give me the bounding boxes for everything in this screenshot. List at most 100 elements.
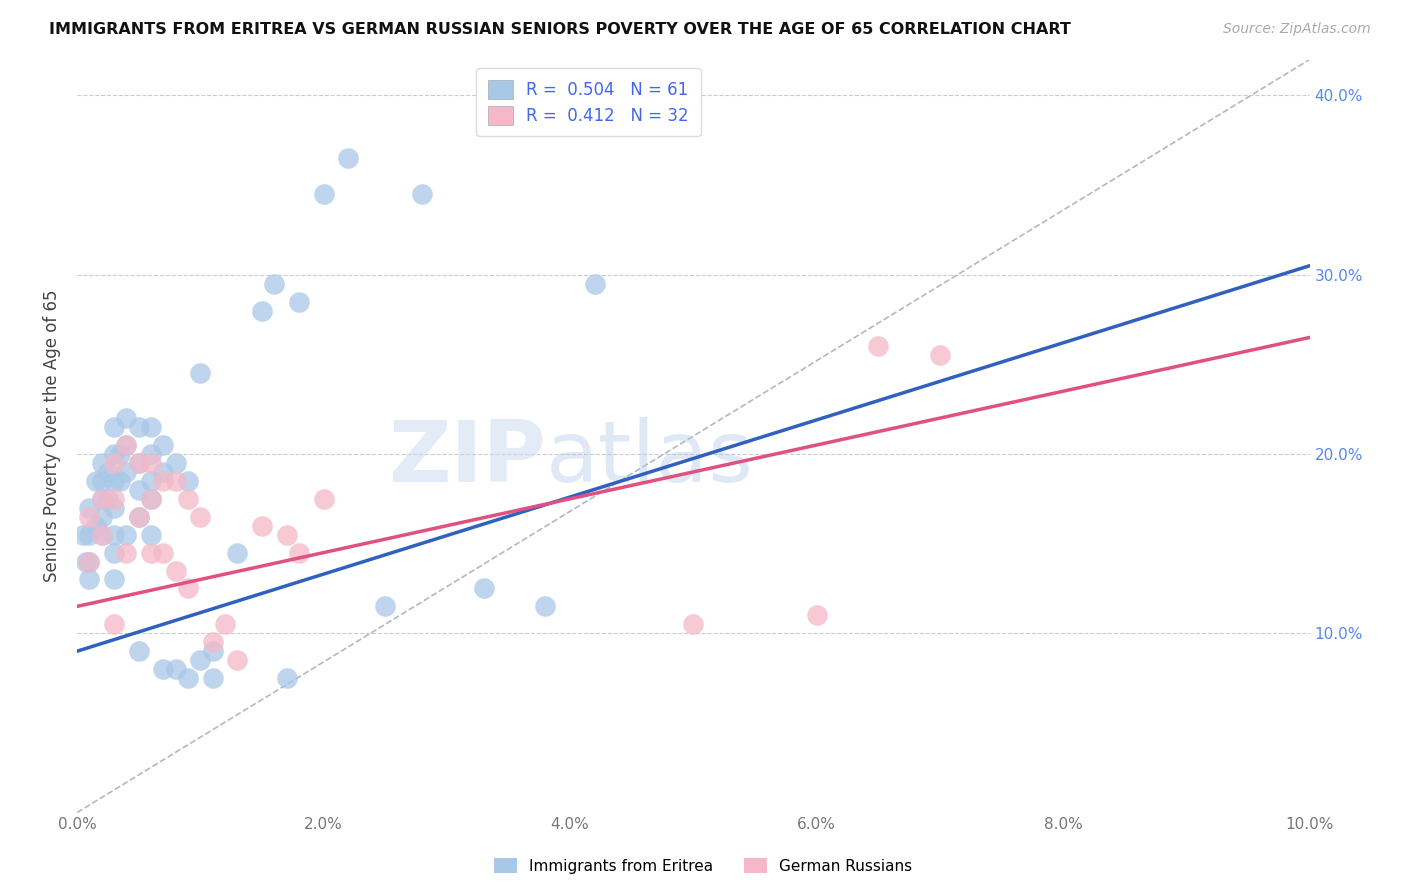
- Text: Source: ZipAtlas.com: Source: ZipAtlas.com: [1223, 22, 1371, 37]
- Point: [128, 509, 150, 524]
- Text: ZIP: ZIP: [388, 417, 546, 500]
- Point: [79, 555, 101, 569]
- Point: [177, 671, 200, 685]
- Point: [165, 662, 187, 676]
- Point: [928, 348, 950, 362]
- Point: [115, 438, 138, 452]
- Point: [97, 491, 120, 506]
- Point: [165, 456, 187, 470]
- Point: [110, 474, 132, 488]
- Point: [411, 187, 433, 202]
- Point: [165, 474, 187, 488]
- Point: [139, 491, 162, 506]
- Point: [90, 491, 112, 506]
- Point: [103, 573, 125, 587]
- Point: [177, 582, 200, 596]
- Point: [214, 617, 236, 632]
- Point: [201, 635, 224, 649]
- Point: [90, 491, 112, 506]
- Legend: R =  0.504   N = 61, R =  0.412   N = 32: R = 0.504 N = 61, R = 0.412 N = 32: [477, 68, 700, 136]
- Point: [103, 546, 125, 560]
- Point: [79, 555, 101, 569]
- Point: [250, 303, 273, 318]
- Text: atlas: atlas: [546, 417, 754, 500]
- Point: [152, 662, 174, 676]
- Point: [97, 465, 120, 479]
- Point: [139, 474, 162, 488]
- Point: [103, 527, 125, 541]
- Point: [128, 509, 150, 524]
- Point: [152, 474, 174, 488]
- Point: [79, 509, 101, 524]
- Point: [288, 294, 311, 309]
- Point: [152, 438, 174, 452]
- Point: [128, 644, 150, 658]
- Point: [177, 491, 200, 506]
- Point: [188, 367, 211, 381]
- Point: [139, 527, 162, 541]
- Point: [288, 546, 311, 560]
- Point: [188, 509, 211, 524]
- Point: [139, 546, 162, 560]
- Point: [90, 527, 112, 541]
- Point: [177, 474, 200, 488]
- Text: IMMIGRANTS FROM ERITREA VS GERMAN RUSSIAN SENIORS POVERTY OVER THE AGE OF 65 COR: IMMIGRANTS FROM ERITREA VS GERMAN RUSSIA…: [49, 22, 1071, 37]
- Point: [201, 644, 224, 658]
- Point: [152, 465, 174, 479]
- Point: [534, 599, 557, 614]
- Point: [115, 546, 138, 560]
- Point: [263, 277, 285, 291]
- Point: [90, 474, 112, 488]
- Point: [115, 527, 138, 541]
- Point: [152, 546, 174, 560]
- Point: [79, 500, 101, 515]
- Point: [103, 500, 125, 515]
- Point: [312, 187, 335, 202]
- Point: [276, 527, 298, 541]
- Point: [115, 465, 138, 479]
- Legend: Immigrants from Eritrea, German Russians: Immigrants from Eritrea, German Russians: [488, 852, 918, 880]
- Point: [103, 420, 125, 434]
- Point: [72, 527, 94, 541]
- Point: [115, 411, 138, 425]
- Point: [103, 474, 125, 488]
- Y-axis label: Seniors Poverty Over the Age of 65: Seniors Poverty Over the Age of 65: [44, 290, 60, 582]
- Point: [139, 456, 162, 470]
- Point: [79, 573, 101, 587]
- Point: [84, 518, 107, 533]
- Point: [276, 671, 298, 685]
- Point: [139, 447, 162, 461]
- Point: [90, 456, 112, 470]
- Point: [75, 555, 97, 569]
- Point: [128, 456, 150, 470]
- Point: [79, 527, 101, 541]
- Point: [110, 447, 132, 461]
- Point: [312, 491, 335, 506]
- Point: [806, 608, 828, 623]
- Point: [139, 491, 162, 506]
- Point: [337, 151, 360, 165]
- Point: [188, 653, 211, 667]
- Point: [103, 491, 125, 506]
- Point: [90, 527, 112, 541]
- Point: [374, 599, 396, 614]
- Point: [90, 509, 112, 524]
- Point: [682, 617, 704, 632]
- Point: [226, 653, 249, 667]
- Point: [128, 420, 150, 434]
- Point: [868, 339, 890, 353]
- Point: [201, 671, 224, 685]
- Point: [250, 518, 273, 533]
- Point: [583, 277, 606, 291]
- Point: [226, 546, 249, 560]
- Point: [165, 564, 187, 578]
- Point: [115, 438, 138, 452]
- Point: [472, 582, 495, 596]
- Point: [103, 617, 125, 632]
- Point: [103, 456, 125, 470]
- Point: [103, 447, 125, 461]
- Point: [139, 420, 162, 434]
- Point: [84, 474, 107, 488]
- Point: [128, 456, 150, 470]
- Point: [128, 483, 150, 497]
